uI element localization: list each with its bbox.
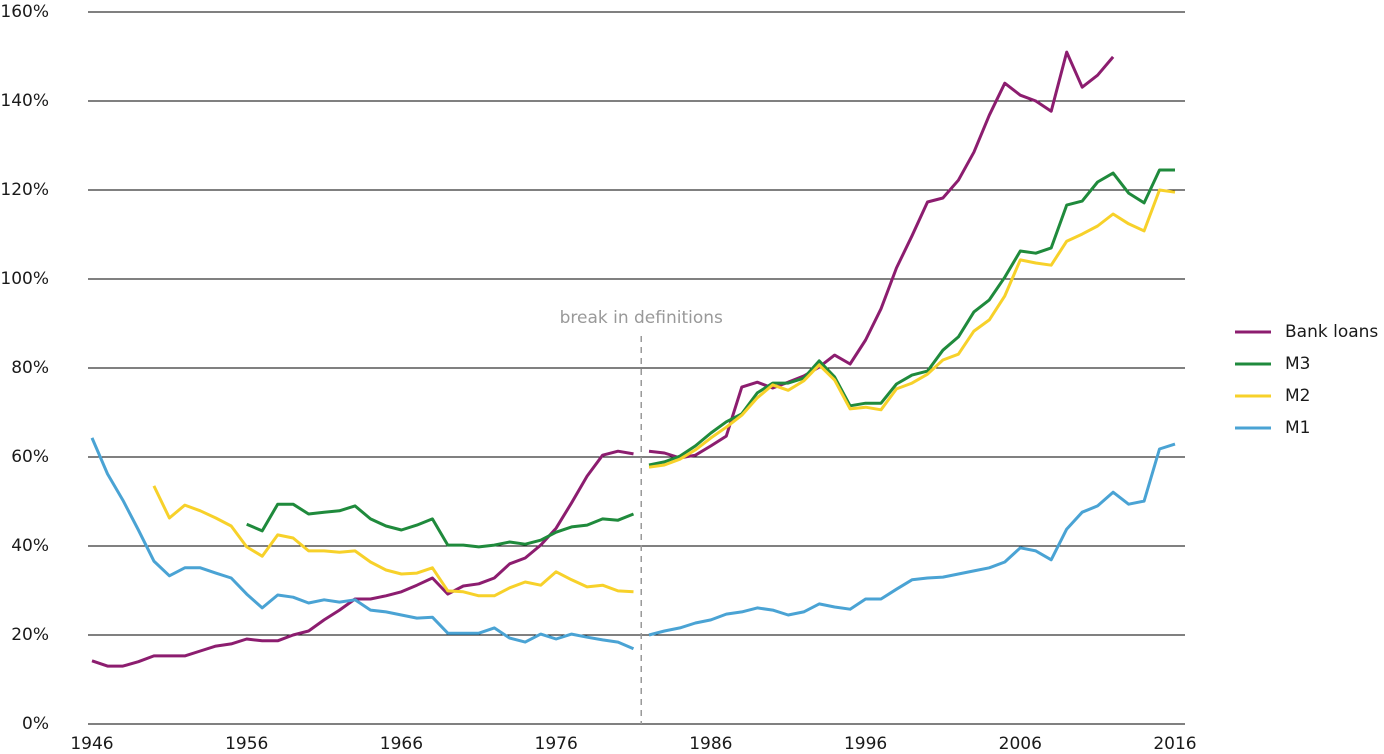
- legend-label: M3: [1285, 354, 1310, 374]
- x-tick-label: 1946: [70, 734, 113, 754]
- series-line: [246, 168, 1175, 549]
- y-tick-label: 120%: [0, 180, 49, 200]
- x-tick-label: 1956: [225, 734, 268, 754]
- x-tick-label: 1966: [380, 734, 423, 754]
- x-tick-label: 1976: [535, 734, 578, 754]
- x-tick-label: 2016: [1153, 734, 1196, 754]
- y-tick-label: 100%: [0, 269, 49, 289]
- series-line: [152, 188, 1176, 598]
- x-tick-label: 1986: [689, 734, 732, 754]
- y-tick-label: 140%: [0, 91, 49, 111]
- series-line: [90, 437, 1176, 651]
- x-tick-label: 1996: [844, 734, 887, 754]
- y-tick-label: 40%: [11, 536, 49, 556]
- y-tick-label: 60%: [11, 447, 49, 467]
- y-tick-label: 80%: [11, 358, 49, 378]
- legend-label: M1: [1285, 418, 1310, 438]
- series-line: [91, 50, 1115, 668]
- x-tick-label: 2006: [999, 734, 1042, 754]
- annotation: break in definitions: [560, 308, 723, 328]
- y-tick-label: 160%: [0, 2, 49, 22]
- legend-label: M2: [1285, 386, 1310, 406]
- y-tick-label: 20%: [11, 625, 49, 645]
- legend-label: Bank loans: [1285, 322, 1378, 342]
- y-tick-label: 0%: [22, 714, 49, 734]
